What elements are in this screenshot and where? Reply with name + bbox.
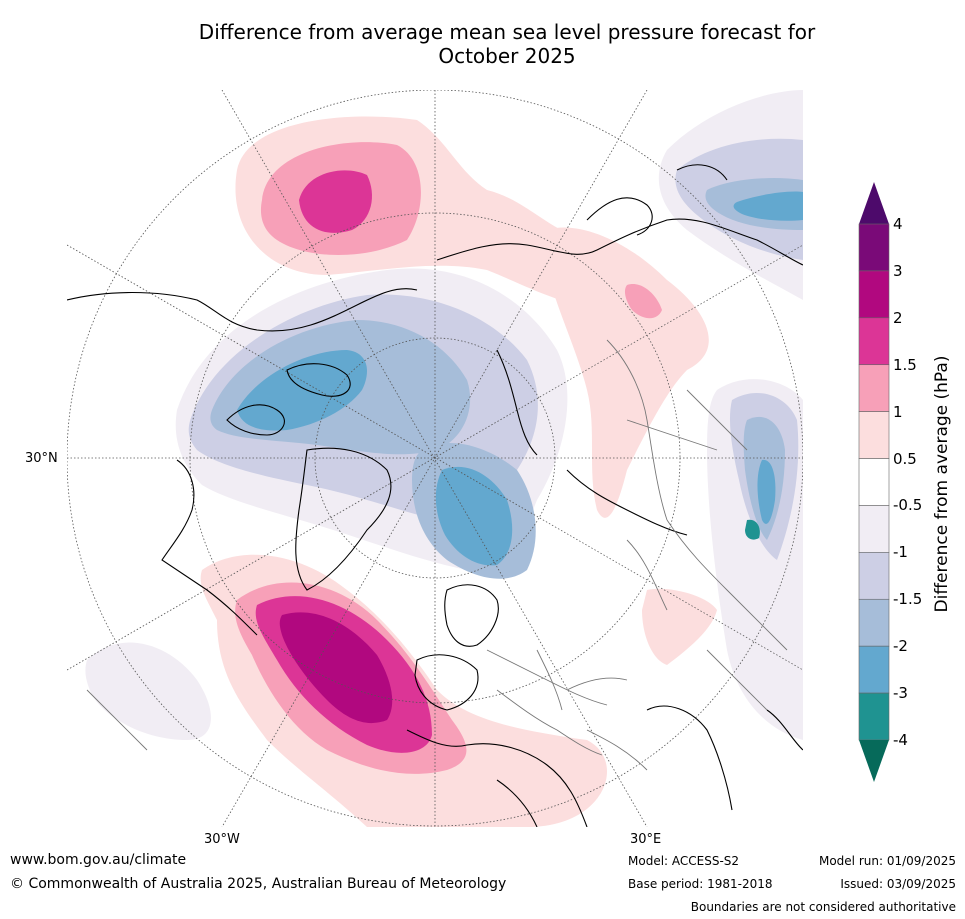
- anomaly-high-europe: [547, 227, 717, 665]
- footer-model-run: Model run: 01/09/2025: [818, 854, 956, 868]
- graticule: [67, 90, 803, 827]
- lat-label-30n: 30°N: [25, 451, 58, 466]
- colorbar-segment: [858, 552, 890, 600]
- colorbar-tick-label: -3: [893, 684, 908, 703]
- colorbar-tick-label: 2: [893, 308, 903, 327]
- colorbar-tick-label: -4: [893, 731, 908, 749]
- footer-model: Model: ACCESS-S2: [628, 854, 740, 868]
- colorbar-segment: [858, 411, 890, 459]
- colorbar-segments: [858, 223, 890, 741]
- colorbar-arrow-top: [859, 182, 889, 224]
- colorbar-segment: [858, 645, 890, 694]
- footer-base-period: Base period: 1981-2018: [628, 877, 773, 891]
- footer-website: www.bom.gov.au/climate: [10, 852, 187, 868]
- colorbar-segment: [858, 692, 890, 741]
- map-canvas: [67, 90, 803, 827]
- colorbar-tick-label: 4: [893, 215, 903, 233]
- footer-disclaimer: Boundaries are not considered authoritat…: [690, 900, 956, 914]
- chart-title: Difference from average mean sea level p…: [150, 20, 864, 68]
- lon-label-30e: 30°E: [630, 832, 662, 847]
- colorbar-segment: [858, 364, 890, 412]
- footer-copyright: © Commonwealth of Australia 2025, Austra…: [10, 876, 507, 892]
- footer-issued: Issued: 03/09/2025: [840, 877, 956, 891]
- colorbar-tick-label: -0.5: [893, 496, 923, 515]
- colorbar-title: Difference from average (hPa): [932, 355, 952, 613]
- colorbar-tick-label: -1.5: [893, 590, 923, 609]
- coastlines: [67, 164, 803, 827]
- colorbar-tick-label: 3: [893, 261, 903, 280]
- title-line-2: October 2025: [438, 44, 576, 68]
- anomaly-low-pacific-south: [85, 642, 211, 740]
- colorbar-tick-label: -2: [893, 637, 908, 656]
- polar-map: [67, 90, 803, 827]
- colorbar-segment: [858, 458, 890, 506]
- colorbar-segment: [858, 317, 890, 366]
- colorbar: [858, 182, 890, 782]
- colorbar-tick-label: 1.5: [893, 355, 917, 374]
- colorbar-arrow-bottom: [859, 740, 889, 782]
- colorbar-segment: [858, 223, 890, 272]
- anomaly-low-asia: [707, 379, 803, 740]
- colorbar-tick-label: -1: [893, 543, 908, 562]
- colorbar-tick-label: 1: [893, 402, 903, 421]
- colorbar-segment: [858, 505, 890, 553]
- colorbar-segment: [858, 598, 890, 647]
- country-boundaries: [86, 339, 788, 771]
- anomaly-high-north-atlantic: [200, 554, 607, 827]
- colorbar-tick-label: 0.5: [893, 449, 917, 468]
- lon-label-30w: 30°W: [204, 832, 240, 847]
- title-line-1: Difference from average mean sea level p…: [198, 20, 816, 44]
- anomaly-low-siberia-east: [658, 90, 803, 300]
- colorbar-segment: [858, 270, 890, 319]
- anomaly-low-arctic: [175, 268, 568, 579]
